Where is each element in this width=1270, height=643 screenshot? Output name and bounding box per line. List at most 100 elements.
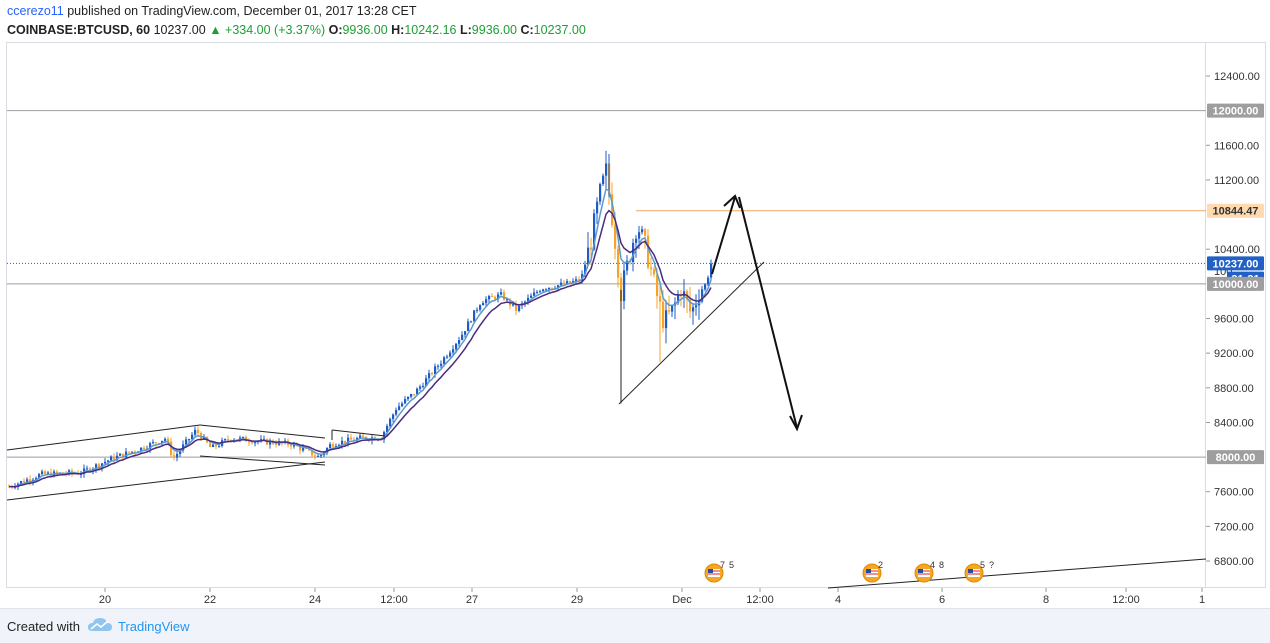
candle-body [650, 267, 653, 270]
candle-body [692, 307, 695, 312]
candle-body [455, 343, 458, 350]
candle-body [677, 294, 680, 303]
candle-body [125, 451, 128, 458]
candle-body [413, 394, 416, 396]
candle-body [425, 378, 428, 386]
time-tick-label: 8 [1043, 594, 1049, 606]
candle-body [353, 439, 356, 441]
candle-body [254, 441, 257, 444]
time-axis[interactable] [6, 588, 1266, 608]
candle-body [401, 403, 404, 407]
tradingview-cloud-icon[interactable] [86, 615, 114, 637]
candle-body [203, 436, 206, 440]
candle-body [269, 440, 272, 445]
candle-body [176, 453, 179, 458]
candle-body [533, 292, 536, 296]
candle-body [194, 429, 197, 435]
candle-body [428, 373, 431, 379]
candle-body [299, 446, 302, 451]
price-axis-badge [1207, 276, 1264, 291]
candle-body [644, 229, 647, 236]
candle-body [314, 455, 317, 457]
candle-body [623, 270, 626, 302]
candle-body [575, 279, 578, 282]
projection-down-arrowhead[interactable] [789, 414, 803, 432]
time-tick-label: 22 [204, 594, 216, 606]
candle-body [104, 461, 107, 464]
trend-drawings[interactable] [6, 194, 1207, 589]
candle-body [392, 414, 395, 419]
candle-body [479, 305, 482, 310]
candle-body [320, 455, 323, 457]
publish-info: ccerezo11 published on TradingView.com, … [7, 4, 417, 18]
candle-body [563, 282, 566, 285]
symbol-name[interactable]: COINBASE:BTCUSD, 60 [7, 23, 151, 37]
chart-header: ccerezo11 published on TradingView.com, … [0, 0, 1270, 42]
event-count-bottom: 5 [729, 560, 734, 570]
tradingview-brand-link[interactable]: TradingView [118, 619, 190, 634]
candle-body [275, 443, 278, 445]
candle-body [35, 478, 38, 480]
economic-event-marker[interactable]: 5? [964, 560, 994, 583]
price-axis-labels: 12400.00 11600.00 11200.00 10400.00 9600.00 9… [1206, 71, 1264, 568]
price-tick-label: 7200.00 [1214, 521, 1254, 533]
price-tick-label: 8400.00 [1214, 417, 1254, 429]
flag-lower-line[interactable] [199, 455, 326, 466]
candle-body [302, 448, 305, 451]
candle-body [443, 357, 446, 364]
candle-body [548, 287, 551, 290]
candle-body [602, 175, 605, 185]
candle-body [524, 301, 527, 304]
candle-body [506, 299, 509, 301]
price-axis[interactable] [1206, 42, 1266, 588]
candle-body [155, 442, 158, 444]
candle-body [662, 301, 665, 329]
candle-body [527, 297, 530, 302]
candle-body [341, 440, 344, 445]
candle-body [188, 439, 191, 441]
candle-body [593, 213, 596, 250]
candle-body [158, 443, 161, 445]
candle-body [212, 444, 215, 448]
chart-canvas[interactable]: 7 5 2 4 8 5? 12400.0011600.0011200.0010400.00… [0, 0, 1270, 608]
candle-body [569, 281, 572, 283]
candle-body [407, 396, 410, 400]
candle-body [248, 441, 251, 443]
event-count-bottom: 8 [939, 560, 944, 570]
flag-icon [968, 569, 980, 577]
flag2-upper-line[interactable] [331, 429, 386, 437]
candle-body [614, 224, 617, 249]
chart-pane[interactable] [6, 42, 1206, 588]
candle-body [632, 242, 635, 263]
candle-body [653, 269, 656, 275]
economic-event-marker[interactable]: 2 [862, 560, 883, 583]
candle-body [164, 438, 167, 441]
long-trendline[interactable] [827, 558, 1207, 589]
candle-body [518, 305, 521, 311]
candle-body [542, 289, 545, 292]
channel-upper-line[interactable] [6, 424, 201, 451]
price-tick-label: 8800.00 [1214, 383, 1254, 395]
projection-up-arrowhead[interactable] [723, 194, 741, 209]
price-tick-label: 10400.00 [1214, 244, 1260, 256]
candle-body [290, 444, 293, 447]
event-markers[interactable]: 7 5 2 4 8 5? [704, 560, 994, 583]
projection-down-arrow[interactable] [738, 196, 798, 429]
flag-icon [866, 569, 878, 577]
low-value: 9936.00 [471, 23, 517, 37]
flag-upper-line[interactable] [199, 424, 326, 439]
wedge-support-line[interactable] [618, 261, 765, 405]
candle-body [182, 444, 185, 451]
candle-body [41, 471, 44, 475]
publisher-link[interactable]: ccerezo11 [7, 4, 64, 18]
candle-body [170, 441, 173, 456]
candle-body [305, 448, 308, 450]
price-axis-badge [1207, 450, 1264, 465]
candle-body [179, 450, 182, 454]
candle-body [419, 386, 422, 389]
candle-body [485, 299, 488, 304]
channel-lower-line[interactable] [6, 461, 326, 501]
projection-up-arrow[interactable] [711, 196, 736, 275]
